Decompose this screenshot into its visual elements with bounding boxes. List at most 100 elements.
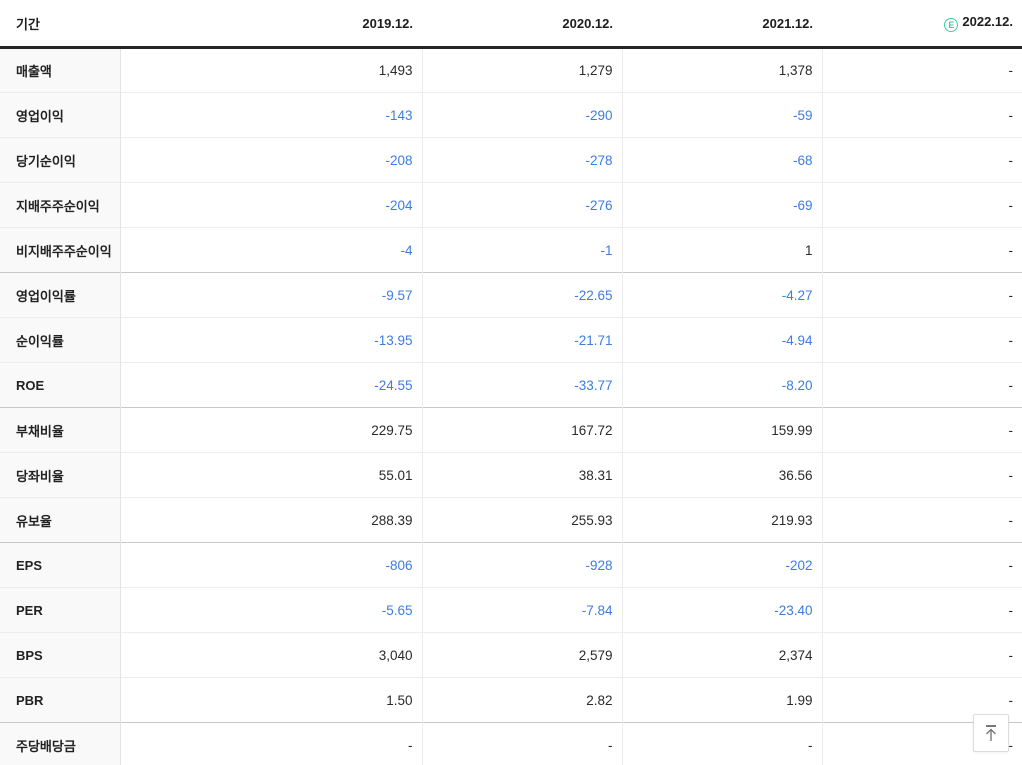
cell-value: -21.71	[421, 317, 622, 363]
cell-value: -806	[120, 542, 422, 588]
table-row: PER -5.65 -7.84 -23.40-	[0, 587, 1022, 633]
table-row: ROE -24.55 -33.77 -8.20-	[0, 362, 1022, 408]
cell-value: -	[421, 722, 622, 765]
table-row: 부채비율 229.75 167.72 159.99-	[0, 407, 1022, 453]
cell-value: -4.27	[621, 272, 822, 318]
cell-value: 1.99	[621, 677, 822, 723]
period-header-202012: 2020.12.	[422, 0, 622, 49]
row-label: 순이익률	[0, 317, 121, 363]
cell-value: -1	[421, 227, 622, 273]
cell-value: -	[821, 317, 1022, 363]
table-row: 당좌비율 55.01 38.31 36.56-	[0, 452, 1022, 498]
cell-value: 1,378	[621, 47, 822, 93]
period-column-header: 기간	[0, 0, 120, 49]
row-label: 비지배주주순이익	[0, 227, 121, 273]
cell-value: 1.50	[120, 677, 422, 723]
scroll-to-top-button[interactable]	[973, 714, 1009, 752]
cell-value: -928	[421, 542, 622, 588]
cell-value: -68	[621, 137, 822, 183]
cell-value: -	[821, 587, 1022, 633]
cell-value: 55.01	[120, 452, 422, 498]
cell-value: -23.40	[621, 587, 822, 633]
row-label: PBR	[0, 677, 121, 723]
table-row: 비지배주주순이익 -4 -1 1-	[0, 227, 1022, 273]
cell-value: -	[821, 362, 1022, 408]
cell-value: -69	[621, 182, 822, 228]
table-row: EPS -806 -928 -202-	[0, 542, 1022, 588]
period-header-201912: 2019.12.	[120, 0, 422, 49]
cell-value: 2,374	[621, 632, 822, 678]
row-label: BPS	[0, 632, 121, 678]
cell-value: 38.31	[421, 452, 622, 498]
row-label: 지배주주순이익	[0, 182, 121, 228]
cell-value: 159.99	[621, 407, 822, 453]
table-row: 순이익률 -13.95 -21.71 -4.94-	[0, 317, 1022, 363]
cell-value: -	[821, 632, 1022, 678]
cell-value: -	[821, 182, 1022, 228]
cell-value: -24.55	[120, 362, 422, 408]
table-row: 주당배당금 - - - -	[0, 722, 1022, 765]
cell-value: 2,579	[421, 632, 622, 678]
table-row: 영업이익률 -9.57 -22.65 -4.27-	[0, 272, 1022, 318]
row-label: 부채비율	[0, 407, 121, 453]
table-row: 매출액 1,493 1,279 1,378-	[0, 47, 1022, 93]
table-row: 당기순이익 -208 -278 -68-	[0, 137, 1022, 183]
cell-value: -290	[421, 92, 622, 138]
cell-value: 219.93	[621, 497, 822, 543]
cell-value: -22.65	[421, 272, 622, 318]
cell-value: -	[821, 92, 1022, 138]
table-row: 지배주주순이익 -204 -276 -69-	[0, 182, 1022, 228]
row-label: PER	[0, 587, 121, 633]
cell-value: -143	[120, 92, 422, 138]
arrow-up-to-top-icon	[982, 723, 1000, 743]
cell-value: -9.57	[120, 272, 422, 318]
cell-value: -8.20	[621, 362, 822, 408]
period-header-202112: 2021.12.	[622, 0, 822, 49]
cell-value: -4	[120, 227, 422, 273]
cell-value: -	[821, 452, 1022, 498]
cell-value: 3,040	[120, 632, 422, 678]
row-label: 당기순이익	[0, 137, 121, 183]
table-row: PBR 1.50 2.82 1.99-	[0, 677, 1022, 723]
cell-value: 1,279	[421, 47, 622, 93]
cell-value: 1	[621, 227, 822, 273]
row-label: 영업이익	[0, 92, 121, 138]
table-row: 유보율 288.39 255.93 219.93-	[0, 497, 1022, 543]
cell-value: -5.65	[120, 587, 422, 633]
cell-value: -	[821, 407, 1022, 453]
cell-value: -	[120, 722, 422, 765]
cell-value: -204	[120, 182, 422, 228]
cell-value: -	[821, 542, 1022, 588]
cell-value: 229.75	[120, 407, 422, 453]
cell-value: -	[821, 137, 1022, 183]
table-header-row: 기간 2019.12. 2020.12. 2021.12. E 2022.12.	[0, 0, 1022, 49]
cell-value: -	[821, 272, 1022, 318]
row-label: 주당배당금	[0, 722, 121, 765]
cell-value: -202	[621, 542, 822, 588]
cell-value: -33.77	[421, 362, 622, 408]
row-label: 매출액	[0, 47, 121, 93]
row-label: ROE	[0, 362, 121, 408]
cell-value: -59	[621, 92, 822, 138]
cell-value: -4.94	[621, 317, 822, 363]
cell-value: -	[621, 722, 822, 765]
cell-value: 288.39	[120, 497, 422, 543]
cell-value: -276	[421, 182, 622, 228]
table-row: 영업이익 -143 -290 -59-	[0, 92, 1022, 138]
row-label: EPS	[0, 542, 121, 588]
period-header-202212: E 2022.12.	[822, 0, 1022, 49]
cell-value: 2.82	[421, 677, 622, 723]
cell-value: -	[821, 497, 1022, 543]
row-label: 당좌비율	[0, 452, 121, 498]
table-row: BPS 3,040 2,579 2,374-	[0, 632, 1022, 678]
cell-value: -208	[120, 137, 422, 183]
estimate-icon: E	[944, 18, 959, 32]
cell-value: -278	[421, 137, 622, 183]
cell-value: 167.72	[421, 407, 622, 453]
cell-value: -	[821, 227, 1022, 273]
cell-value: -	[821, 47, 1022, 93]
row-label: 영업이익률	[0, 272, 121, 318]
cell-value: 255.93	[421, 497, 622, 543]
